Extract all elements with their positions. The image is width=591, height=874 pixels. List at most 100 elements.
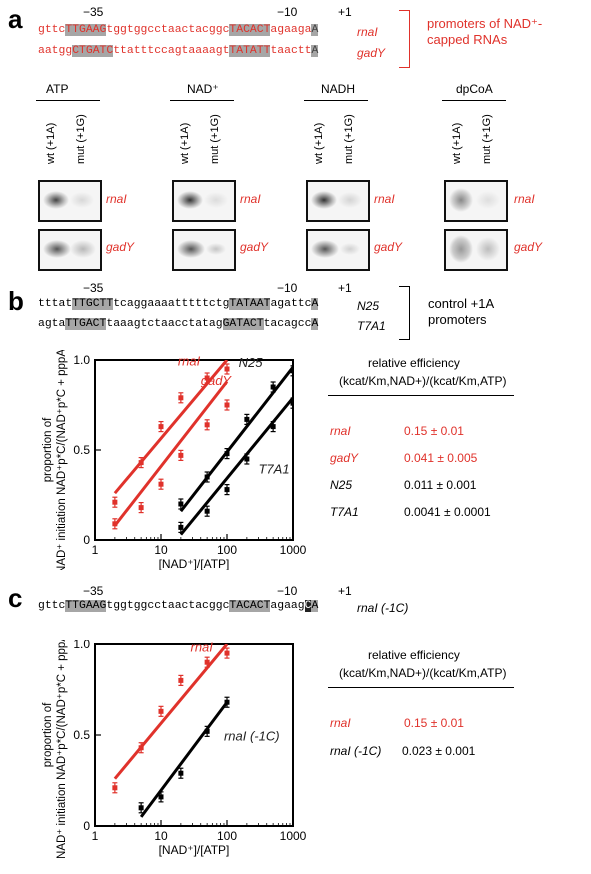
data-point xyxy=(244,416,250,422)
blot-atp-gadY xyxy=(38,229,102,271)
fit-line xyxy=(113,644,229,780)
lane-wt: wt (+1A) xyxy=(451,122,463,164)
position-minus35: −35 xyxy=(83,281,104,295)
x-tick-label: 1 xyxy=(92,543,99,557)
series-label: T7A1 xyxy=(258,461,289,476)
series-label: rnaI (-1C) xyxy=(224,728,280,743)
fit-line xyxy=(179,396,293,536)
panel-label-b: b xyxy=(8,286,24,316)
series-label: gadY xyxy=(201,373,233,388)
data-point xyxy=(178,452,184,458)
position-minus10: −10 xyxy=(277,584,298,598)
data-point xyxy=(138,460,144,466)
table-row-name: rnaI xyxy=(330,424,351,438)
table-row-value: 0.15 ± 0.01 xyxy=(404,424,464,438)
panel-label-c: c xyxy=(8,583,23,613)
data-point xyxy=(158,424,164,430)
position-minus10: −10 xyxy=(277,281,298,295)
table-row-name: gadY xyxy=(330,451,359,465)
series-T7A1 xyxy=(178,396,293,536)
data-point xyxy=(270,424,276,430)
sequence-label-gadY: gadY xyxy=(357,46,386,60)
data-point xyxy=(224,451,230,457)
data-point xyxy=(244,456,250,462)
panel-label-a: a xyxy=(8,4,23,34)
series-label: N25 xyxy=(239,355,264,370)
y-axis-label: proportion of xyxy=(42,417,54,482)
position-minus35: −35 xyxy=(83,5,104,19)
data-point xyxy=(204,728,210,734)
sequence-N25: tttatTTGCTTtcaggaaaatttttctgTATAATagattc… xyxy=(38,298,319,310)
series-rnaI1C xyxy=(138,696,230,818)
lane-wt: wt (+1A) xyxy=(179,122,191,164)
table-row-name: N25 xyxy=(330,478,353,492)
sequence-rnaI-1C: gttcTTGAAGtggtggcctaactacggcTACACTagaagC… xyxy=(38,600,319,612)
table-row-name: T7A1 xyxy=(330,505,359,519)
group-dpcoa: dpCoA xyxy=(456,82,493,96)
y-tick-label: 0 xyxy=(83,819,90,833)
data-point xyxy=(204,422,210,428)
table-row-value: 0.011 ± 0.001 xyxy=(404,478,477,492)
data-point xyxy=(224,366,230,372)
lane-mut: mut (+1G) xyxy=(75,114,87,164)
sequence-gadY: aatggCTGATCttatttccagtaaaagtTATATTtaactt… xyxy=(38,45,319,57)
bracket-label-a: promoters of NAD⁺-capped RNAs xyxy=(427,16,543,47)
blot-dpcoa-gadY xyxy=(444,229,508,271)
x-tick-label: 1000 xyxy=(280,829,307,843)
sequence-label-rnaI: rnaI xyxy=(357,25,378,39)
data-point xyxy=(178,524,184,530)
group-rule xyxy=(304,100,368,101)
data-point xyxy=(224,402,230,408)
bracket-label-b: control +1A promoters xyxy=(428,296,494,327)
data-point xyxy=(178,770,184,776)
table-row-name: rnaI xyxy=(330,716,351,730)
sequence-label-rnaI-1C: rnaI (-1C) xyxy=(357,601,409,615)
data-point xyxy=(112,521,118,527)
group-nadh: NADH xyxy=(321,82,356,96)
x-axis-label: [NAD⁺]/[ATP] xyxy=(159,557,230,570)
fit-line xyxy=(139,701,229,818)
series-rnaI xyxy=(112,360,230,508)
x-axis-label: [NAD⁺]/[ATP] xyxy=(159,843,230,857)
lane-wt: wt (+1A) xyxy=(313,122,325,164)
table-header-c: relative efficiency xyxy=(368,648,460,662)
table-row-value: 0.023 ± 0.001 xyxy=(402,744,476,758)
data-point xyxy=(178,501,184,507)
data-point xyxy=(224,699,230,705)
y-tick-label: 0 xyxy=(83,533,90,547)
blot-label-gadY: gadY xyxy=(514,240,543,254)
fit-line xyxy=(113,380,229,527)
x-tick-label: 10 xyxy=(154,543,168,557)
data-point xyxy=(290,400,293,406)
series-N25 xyxy=(178,365,293,513)
blot-label-rnaI: rnaI xyxy=(106,192,127,206)
y-tick-label: 1.0 xyxy=(73,640,90,651)
series-rnaI xyxy=(112,644,230,794)
x-tick-label: 100 xyxy=(217,543,237,557)
data-point xyxy=(138,505,144,511)
data-point xyxy=(138,805,144,811)
data-point xyxy=(138,745,144,751)
table-row-value: 0.0041 ± 0.0001 xyxy=(404,505,491,519)
blot-nadh-rnaI xyxy=(306,180,370,222)
data-point xyxy=(112,785,118,791)
data-point xyxy=(158,794,164,800)
data-point xyxy=(204,659,210,665)
series-label: rnaI xyxy=(191,640,214,654)
position-plus1: +1 xyxy=(338,584,352,598)
blot-label-rnaI: rnaI xyxy=(240,192,261,206)
sequence-label-T7A1: T7A1 xyxy=(357,319,386,333)
group-rule xyxy=(442,100,506,101)
y-axis-label: NAD⁺ initiation NAD⁺p*C/(NAD⁺p*C + pppAp… xyxy=(56,640,68,859)
fit-line xyxy=(113,360,229,495)
position-minus10: −10 xyxy=(277,5,298,19)
lane-wt: wt (+1A) xyxy=(45,122,57,164)
data-point xyxy=(204,375,210,381)
series-gadY xyxy=(112,380,230,530)
sequence-label-N25: N25 xyxy=(357,299,380,313)
lane-mut: mut (+1G) xyxy=(481,114,493,164)
table-row-value: 0.041 ± 0.005 xyxy=(404,451,478,465)
data-point xyxy=(270,384,276,390)
data-point xyxy=(158,708,164,714)
data-point xyxy=(158,481,164,487)
